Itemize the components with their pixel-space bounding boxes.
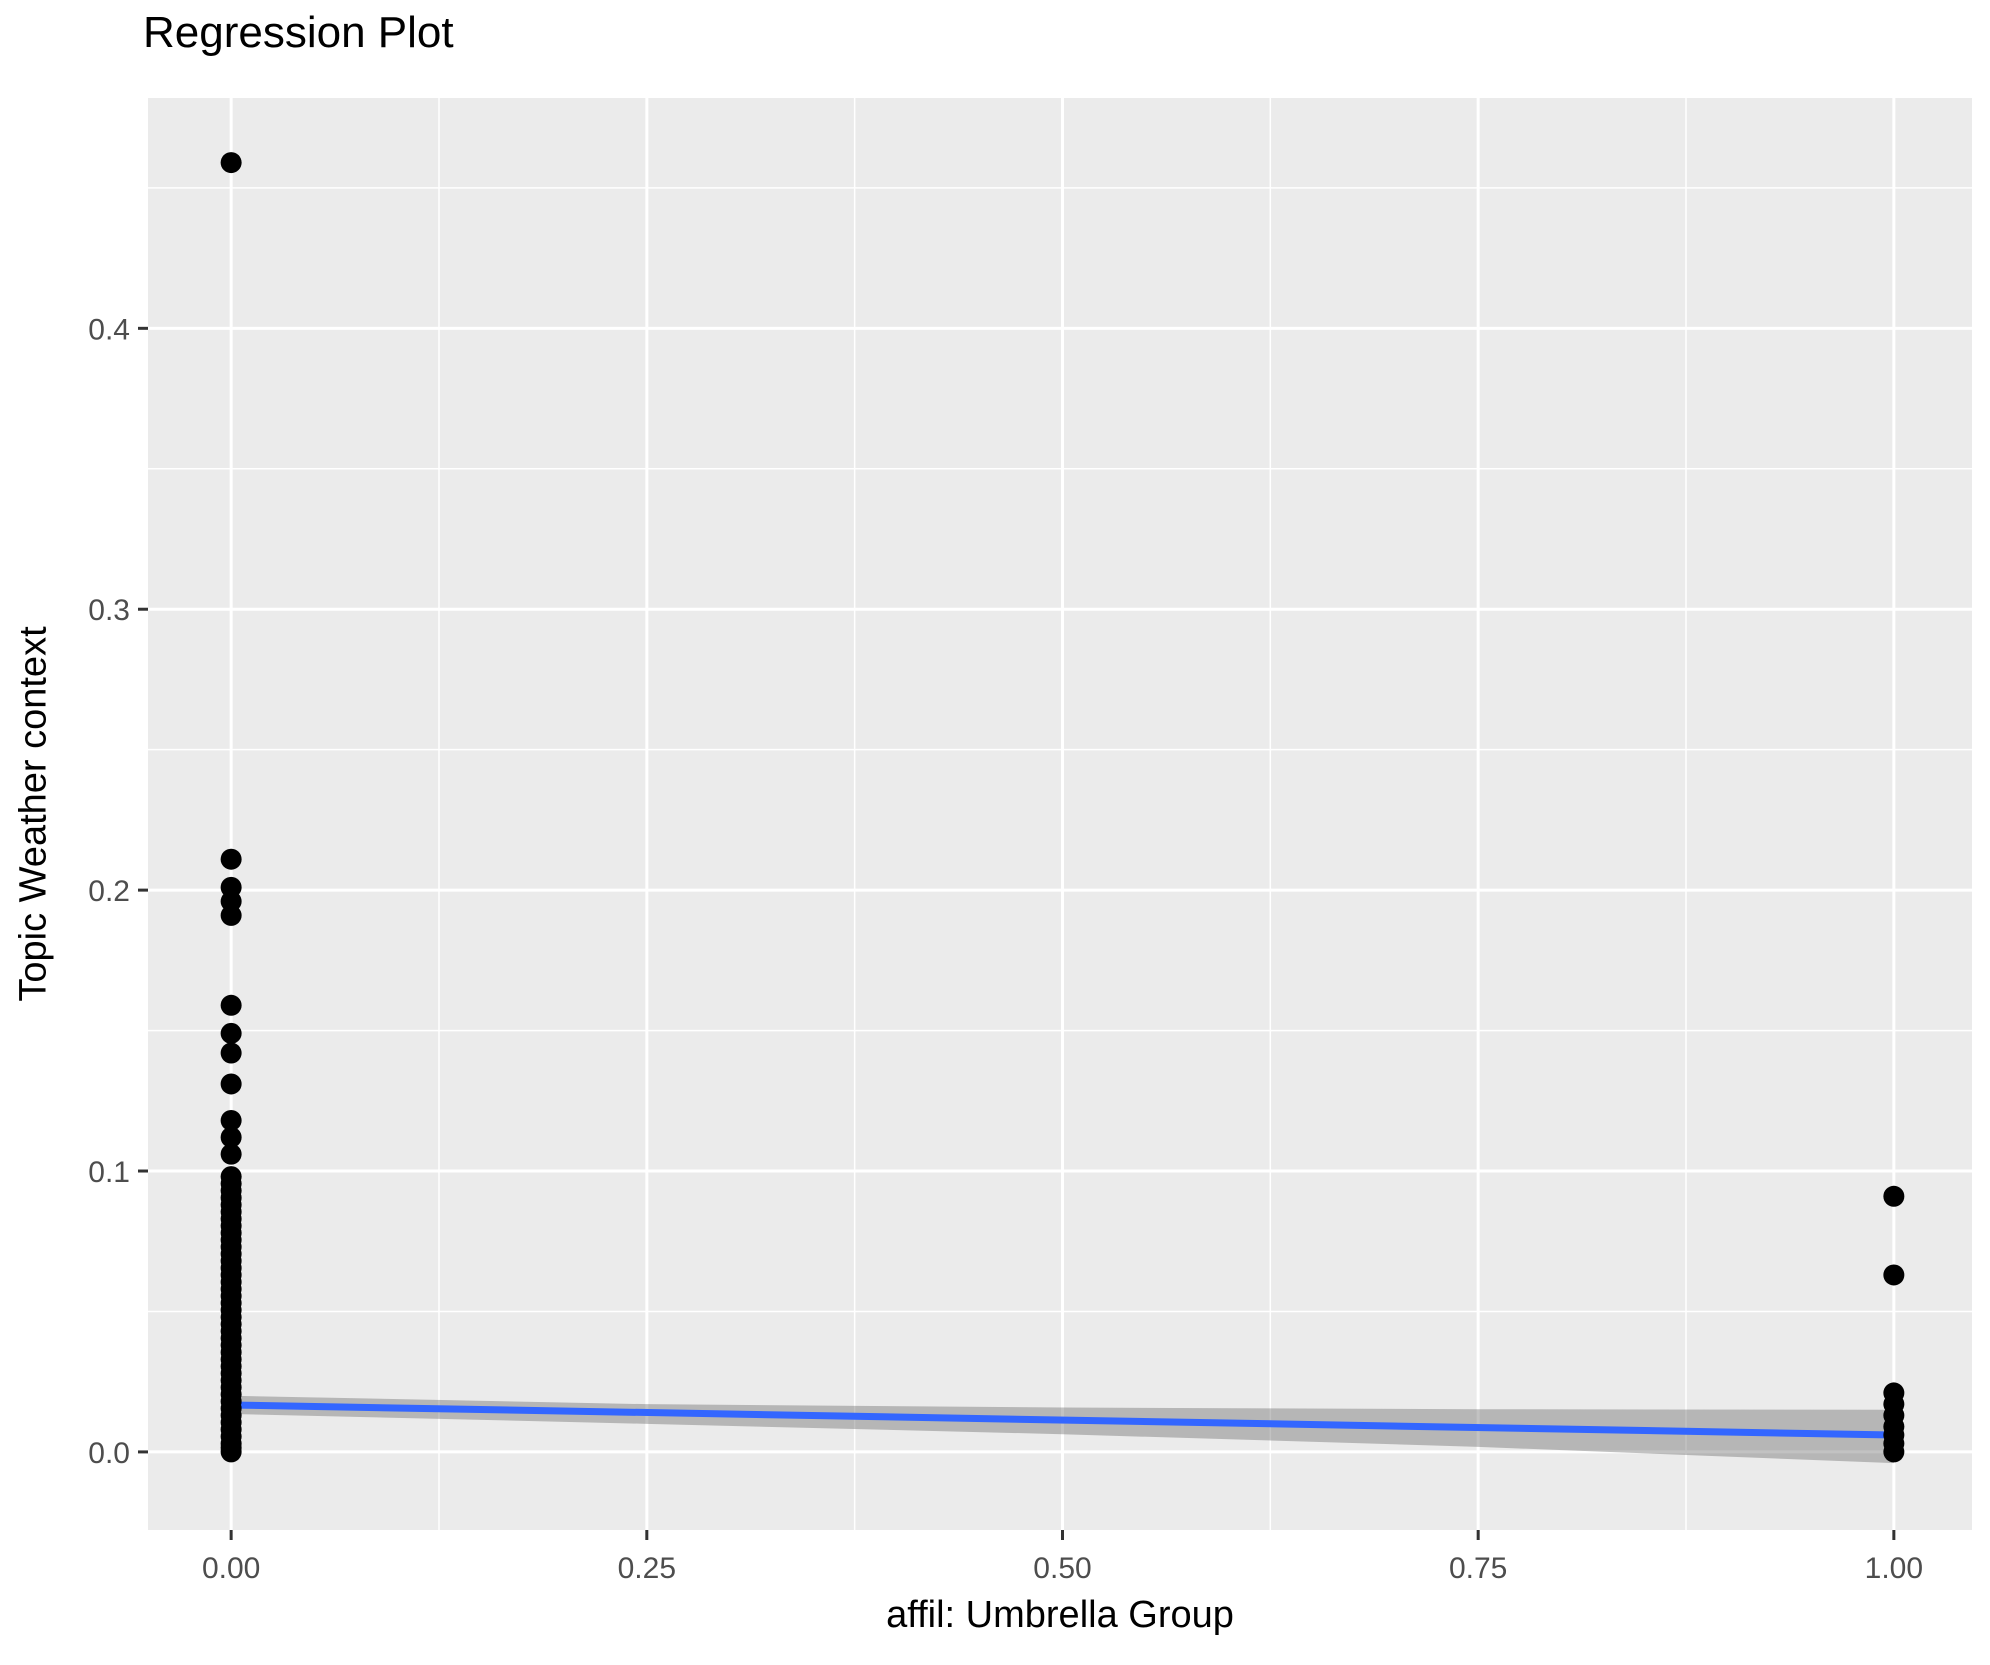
- data-point: [220, 152, 242, 174]
- x-tick-label: 0.75: [1449, 1552, 1507, 1585]
- x-tick-label: 0.25: [618, 1552, 676, 1585]
- data-point: [220, 1022, 242, 1044]
- x-tick-label: 0.50: [1033, 1552, 1091, 1585]
- x-tick-label: 0.00: [202, 1552, 260, 1585]
- x-tick-label: 1.00: [1865, 1552, 1923, 1585]
- data-point: [220, 1126, 242, 1148]
- y-tick-label: 0.3: [88, 594, 130, 627]
- data-point: [1883, 1264, 1905, 1286]
- data-point: [220, 904, 242, 926]
- data-point: [220, 1042, 242, 1064]
- x-axis-title: affil: Umbrella Group: [886, 1594, 1234, 1636]
- data-point: [220, 1073, 242, 1095]
- regression-line: [227, 1401, 1898, 1439]
- data-point: [220, 1109, 242, 1131]
- data-point: [220, 848, 242, 870]
- data-point: [220, 1143, 242, 1165]
- y-tick-label: 0.1: [88, 1156, 130, 1189]
- y-tick-label: 0.2: [88, 875, 130, 908]
- data-point: [220, 994, 242, 1016]
- data-point: [220, 1441, 242, 1463]
- plot-panel: [148, 98, 1972, 1530]
- data-point: [1883, 1441, 1905, 1463]
- y-tick-label: 0.0: [88, 1437, 130, 1470]
- y-tick-label: 0.4: [88, 313, 130, 346]
- plot-title: Regression Plot: [143, 8, 454, 57]
- data-point: [1883, 1185, 1905, 1207]
